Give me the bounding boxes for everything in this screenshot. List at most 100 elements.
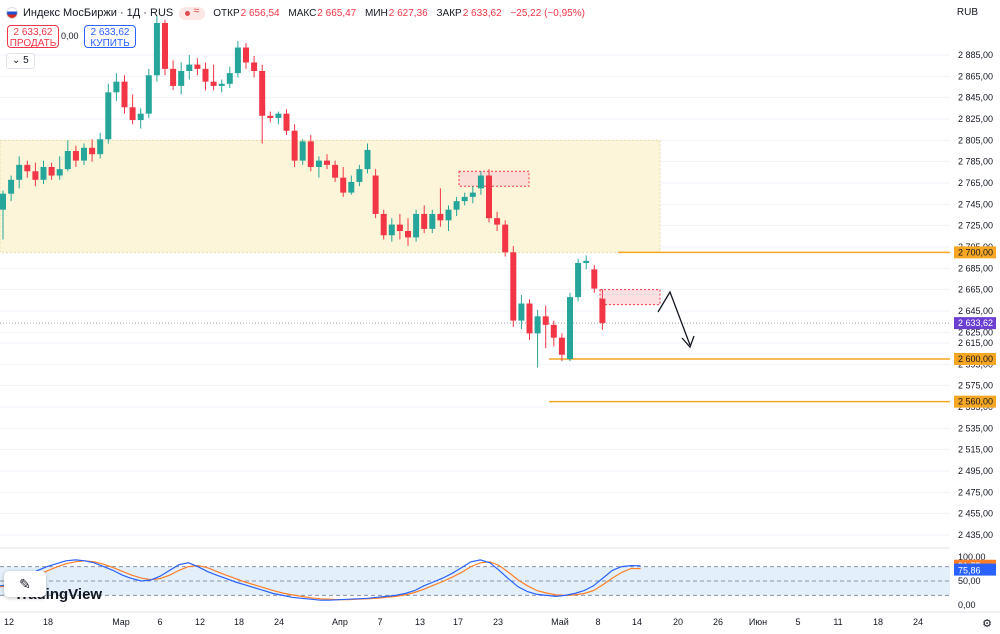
candle-body	[105, 92, 112, 140]
candle-body	[275, 113, 282, 118]
candle-body	[510, 252, 517, 321]
candle-body	[324, 160, 330, 165]
time-tick-label: 12	[4, 617, 14, 627]
candle-body	[486, 175, 492, 219]
candle-body	[372, 175, 379, 214]
ohlc-values: ОТКР2 656,54 МАКС2 665,47 МИН2 627,36 ЗА…	[213, 8, 591, 19]
sell-price: 2 633,62	[13, 27, 53, 38]
price-tick-label: 2 665,00	[958, 285, 993, 295]
candle-body	[477, 175, 484, 189]
candle-body	[48, 167, 55, 176]
candle-body	[145, 75, 152, 114]
candle-body	[356, 169, 363, 182]
russia-flag-icon	[6, 7, 18, 19]
price-tick-label: 2 885,00	[958, 50, 993, 60]
candle-body	[299, 141, 306, 161]
candle-body	[534, 316, 541, 334]
drawing-tool-button[interactable]: ✎	[4, 571, 46, 597]
indicators-toggle[interactable]: ⌄ 5	[6, 53, 35, 69]
candle-body	[526, 303, 533, 334]
level-price-tag	[954, 395, 996, 408]
settings-gear-icon[interactable]: ⚙	[982, 618, 992, 630]
candle-body	[413, 213, 420, 238]
candle-body	[234, 47, 241, 74]
candle-body	[24, 164, 31, 172]
candle-body	[129, 107, 136, 121]
level-price-label: 2 700,00	[958, 247, 993, 257]
time-tick-label: 8	[595, 617, 600, 627]
symbol-title[interactable]: Индекс МосБиржи · 1Д · RUS	[23, 7, 174, 19]
price-axis[interactable]: 2 885,00 2 865,00 2 845,00 2 825,00 2 805,00…	[954, 50, 996, 540]
candle-body	[518, 303, 525, 321]
candle-body	[453, 201, 460, 210]
close-label: ЗАКР	[436, 7, 462, 19]
level-lines	[0, 251, 950, 403]
pencil-icon: ✎	[19, 575, 31, 592]
buy-button[interactable]: 2 633,62 КУПИТЬ	[84, 25, 136, 49]
candle-body	[267, 115, 274, 118]
candle-body	[97, 139, 104, 155]
close-value: 2 633,62	[462, 7, 502, 19]
candle-body	[64, 151, 71, 170]
level-price-tag	[954, 246, 996, 259]
candle-body	[550, 324, 557, 338]
symbol-header: Индекс МосБиржи · 1Д · RUS ОТКР2 656,54 …	[6, 5, 591, 21]
last-price-tag	[954, 317, 996, 330]
candle-body	[251, 62, 258, 71]
buy-price: 2 633,62	[90, 27, 130, 38]
price-tick-label: 2 725,00	[958, 221, 993, 231]
time-tick-label: 12	[195, 617, 205, 627]
change-value: −25,22 (−0,95%)	[510, 7, 585, 19]
price-tick-label: 2 865,00	[958, 71, 993, 81]
candle-body	[494, 218, 501, 225]
time-tick-label: 6	[157, 617, 162, 627]
time-tick-label: 26	[713, 617, 723, 627]
candle-body	[194, 64, 201, 69]
candle-body	[113, 81, 120, 93]
candle-body	[421, 213, 428, 229]
candle-body	[502, 224, 509, 253]
candle-body	[283, 113, 290, 131]
candle-body	[226, 73, 233, 84]
price-tick-label: 2 805,00	[958, 135, 993, 145]
candle-body	[32, 171, 39, 180]
candle-body	[396, 224, 403, 231]
candle-body	[461, 196, 468, 202]
price-tick-label: 2 475,00	[958, 487, 993, 497]
price-tick-label: 2 745,00	[958, 199, 993, 209]
time-tick-label: 24	[274, 617, 284, 627]
time-tick-label: 24	[913, 617, 923, 627]
market-status-icon[interactable]	[179, 5, 206, 20]
time-tick-label: 17	[453, 617, 463, 627]
stoch-k-line	[0, 559, 641, 601]
time-tick-label: 20	[673, 617, 683, 627]
low-value: 2 627,36	[388, 7, 428, 19]
candle-body	[202, 68, 209, 82]
candle-body	[583, 260, 590, 263]
candle-body	[315, 160, 322, 167]
candle-body	[81, 147, 87, 161]
candle-body	[291, 130, 298, 161]
sell-button[interactable]: 2 633,62 ПРОДАТЬ	[7, 25, 59, 49]
candlesticks	[0, 15, 606, 368]
price-tick-label: 2 435,00	[958, 530, 993, 540]
currency-label[interactable]: RUB	[956, 7, 978, 18]
candle-body	[121, 81, 128, 108]
forecast-arrow	[657, 290, 695, 349]
candle-body	[591, 269, 598, 289]
level-price-label: 2 600,00	[958, 354, 993, 364]
candle-body	[307, 141, 314, 167]
time-tick-label: 14	[632, 617, 642, 627]
high-value: 2 665,47	[317, 7, 357, 19]
candle-body	[437, 213, 444, 221]
resistance-box	[599, 289, 661, 306]
candle-body	[542, 316, 549, 325]
candle-body	[445, 209, 452, 221]
time-tick-label: Июн	[749, 617, 767, 627]
time-axis[interactable]: 12 18 Мар 6 12 18 24 Апр 7 13 17 23 Май 8 14 20 26 Июн 5 11…	[0, 611, 1000, 627]
spread-value: 0,00	[61, 31, 79, 41]
last-price-label: 2 633,62	[958, 318, 993, 328]
candle-body	[405, 231, 411, 238]
indicator-count: 5	[23, 55, 29, 66]
